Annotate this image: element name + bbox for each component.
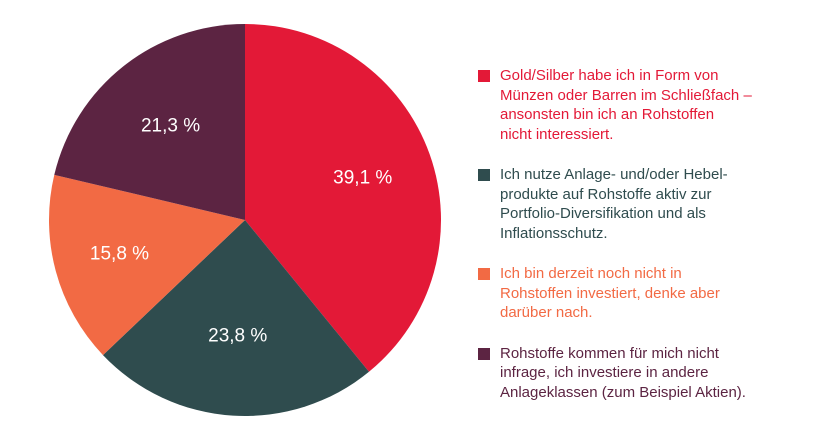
legend-item: Gold/Silber habe ich in Form von Münzen … bbox=[478, 66, 828, 144]
pie-slice-2 bbox=[102, 220, 369, 416]
legend: Gold/Silber habe ich in Form von Münzen … bbox=[478, 66, 828, 402]
legend-item: Rohstoffe kommen für mich nicht infrage,… bbox=[478, 344, 828, 403]
slice-value-label: 15,8 % bbox=[90, 243, 149, 264]
legend-swatch bbox=[478, 268, 490, 280]
pie-data-labels: 39,1 % 23,8 % 15,8 % 21,3 % bbox=[90, 115, 393, 346]
legend-swatch bbox=[478, 70, 490, 82]
pie-slice-3 bbox=[48, 174, 245, 356]
legend-label: Rohstoffe kommen für mich nicht infrage,… bbox=[500, 344, 746, 401]
pie-slice-1 bbox=[245, 24, 441, 372]
legend-item: Ich bin derzeit noch nicht in Rohstoffen… bbox=[478, 264, 828, 323]
legend-item: Ich nutze Anlage- und/oder Hebel- produk… bbox=[478, 165, 828, 243]
legend-swatch bbox=[478, 347, 490, 360]
slice-value-label: 21,3 % bbox=[141, 115, 200, 136]
legend-label: Gold/Silber habe ich in Form von Münzen … bbox=[500, 67, 752, 143]
pie-slices bbox=[48, 24, 441, 416]
slice-value-label: 23,8 % bbox=[208, 325, 267, 346]
slice-value-label: 39,1 % bbox=[333, 168, 392, 189]
legend-swatch bbox=[478, 169, 490, 181]
pie-slice-4 bbox=[54, 24, 246, 220]
legend-label: Ich bin derzeit noch nicht in Rohstoffen… bbox=[500, 265, 720, 321]
pie-chart: 39,1 % 23,8 % 15,8 % 21,3 % bbox=[48, 24, 441, 416]
legend-label: Ich nutze Anlage- und/oder Hebel- produk… bbox=[500, 166, 728, 242]
